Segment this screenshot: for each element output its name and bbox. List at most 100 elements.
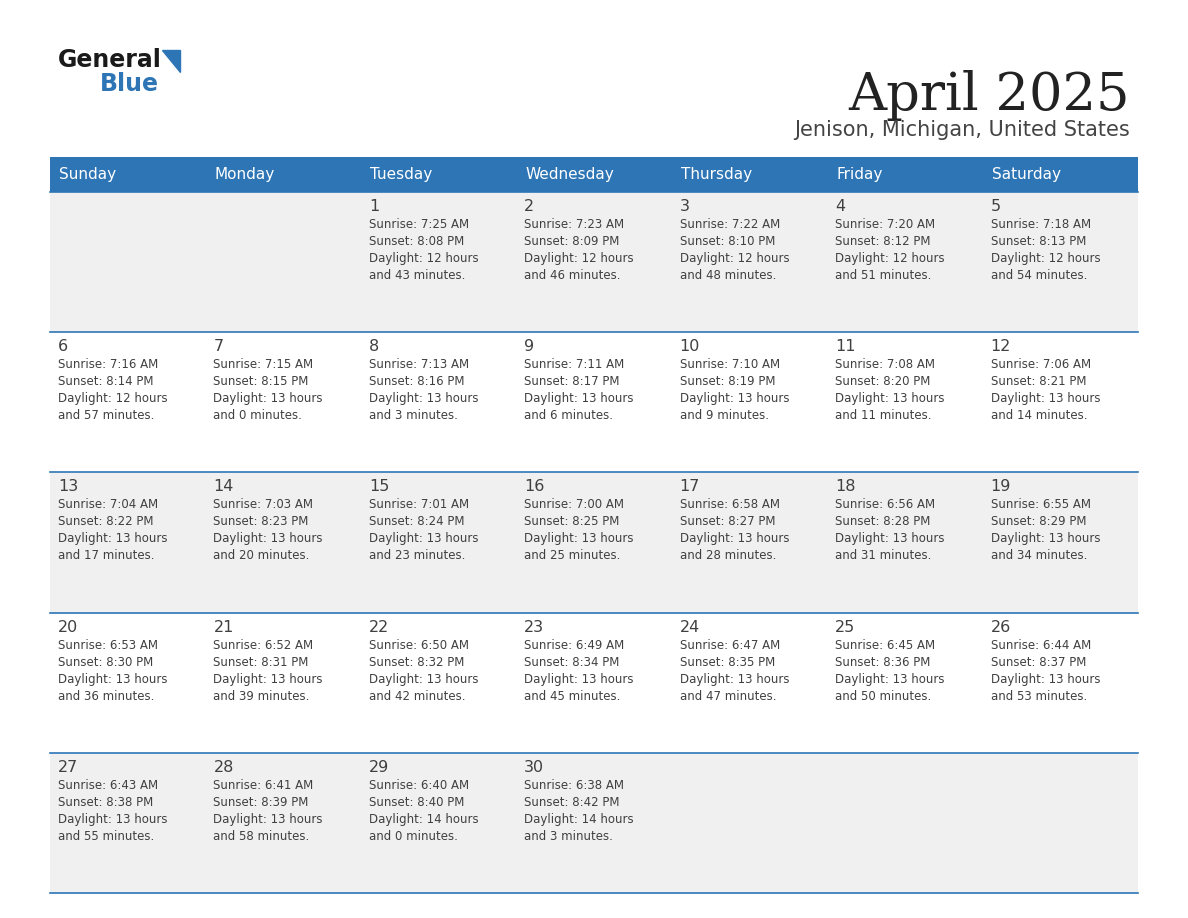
Text: Sunrise: 6:55 AM: Sunrise: 6:55 AM [991,498,1091,511]
Text: 21: 21 [214,620,234,634]
Text: Sunset: 8:31 PM: Sunset: 8:31 PM [214,655,309,668]
Text: Sunrise: 6:56 AM: Sunrise: 6:56 AM [835,498,935,511]
Bar [50,753,1138,893]
Text: and 39 minutes.: and 39 minutes. [214,689,310,702]
Text: and 25 minutes.: and 25 minutes. [524,549,620,563]
Text: Sunrise: 6:38 AM: Sunrise: 6:38 AM [524,778,624,792]
Text: Sunrise: 7:08 AM: Sunrise: 7:08 AM [835,358,935,371]
Text: and 36 minutes.: and 36 minutes. [58,689,154,702]
Text: and 0 minutes.: and 0 minutes. [214,409,302,422]
Text: 25: 25 [835,620,855,634]
Text: 14: 14 [214,479,234,495]
Text: Sunday: Sunday [59,167,116,182]
Text: 4: 4 [835,199,846,214]
Text: Wednesday: Wednesday [525,167,614,182]
Text: 24: 24 [680,620,700,634]
Text: and 17 minutes.: and 17 minutes. [58,549,154,563]
Text: Daylight: 13 hours: Daylight: 13 hours [58,532,168,545]
Text: Daylight: 13 hours: Daylight: 13 hours [680,532,789,545]
Polygon shape [162,50,181,72]
Text: Sunrise: 7:20 AM: Sunrise: 7:20 AM [835,218,935,231]
Text: Sunset: 8:17 PM: Sunset: 8:17 PM [524,375,620,388]
Text: Sunset: 8:10 PM: Sunset: 8:10 PM [680,235,775,248]
Text: 27: 27 [58,760,78,775]
Text: Daylight: 13 hours: Daylight: 13 hours [214,673,323,686]
Text: Daylight: 12 hours: Daylight: 12 hours [524,252,634,265]
Text: Sunrise: 7:11 AM: Sunrise: 7:11 AM [524,358,625,371]
Text: Thursday: Thursday [681,167,752,182]
Text: Daylight: 13 hours: Daylight: 13 hours [214,392,323,405]
Text: and 6 minutes.: and 6 minutes. [524,409,613,422]
Text: Daylight: 13 hours: Daylight: 13 hours [524,532,633,545]
Text: Sunrise: 6:40 AM: Sunrise: 6:40 AM [368,778,469,792]
Text: Sunset: 8:08 PM: Sunset: 8:08 PM [368,235,465,248]
Text: and 3 minutes.: and 3 minutes. [368,409,457,422]
Text: 29: 29 [368,760,390,775]
Text: Sunrise: 6:43 AM: Sunrise: 6:43 AM [58,778,158,792]
Text: Monday: Monday [214,167,274,182]
Text: 20: 20 [58,620,78,634]
Text: Sunrise: 7:23 AM: Sunrise: 7:23 AM [524,218,625,231]
Text: Daylight: 12 hours: Daylight: 12 hours [680,252,789,265]
Text: Sunset: 8:27 PM: Sunset: 8:27 PM [680,515,776,529]
Text: Tuesday: Tuesday [369,167,432,182]
Text: Sunset: 8:29 PM: Sunset: 8:29 PM [991,515,1086,529]
Text: and 50 minutes.: and 50 minutes. [835,689,931,702]
Text: 11: 11 [835,339,855,354]
Text: 22: 22 [368,620,390,634]
Text: Sunrise: 7:01 AM: Sunrise: 7:01 AM [368,498,469,511]
Text: 18: 18 [835,479,855,495]
Text: and 47 minutes.: and 47 minutes. [680,689,776,702]
Text: 10: 10 [680,339,700,354]
Text: Sunrise: 7:03 AM: Sunrise: 7:03 AM [214,498,314,511]
Text: and 3 minutes.: and 3 minutes. [524,830,613,843]
Text: Daylight: 13 hours: Daylight: 13 hours [835,532,944,545]
Text: Daylight: 13 hours: Daylight: 13 hours [680,673,789,686]
Text: Sunrise: 7:22 AM: Sunrise: 7:22 AM [680,218,781,231]
Text: and 51 minutes.: and 51 minutes. [835,269,931,282]
Text: and 57 minutes.: and 57 minutes. [58,409,154,422]
Text: 15: 15 [368,479,390,495]
Text: 2: 2 [524,199,535,214]
Text: and 45 minutes.: and 45 minutes. [524,689,620,702]
Text: and 23 minutes.: and 23 minutes. [368,549,466,563]
Text: Sunrise: 7:13 AM: Sunrise: 7:13 AM [368,358,469,371]
Text: Daylight: 14 hours: Daylight: 14 hours [524,812,634,826]
Text: Sunset: 8:23 PM: Sunset: 8:23 PM [214,515,309,529]
Text: General: General [58,48,162,72]
Text: Daylight: 13 hours: Daylight: 13 hours [214,812,323,826]
Text: Blue: Blue [100,72,159,96]
Text: Sunset: 8:15 PM: Sunset: 8:15 PM [214,375,309,388]
Text: Sunrise: 6:50 AM: Sunrise: 6:50 AM [368,639,469,652]
Text: Daylight: 13 hours: Daylight: 13 hours [680,392,789,405]
Text: Daylight: 13 hours: Daylight: 13 hours [58,812,168,826]
Text: Sunset: 8:12 PM: Sunset: 8:12 PM [835,235,930,248]
Text: April 2025: April 2025 [848,70,1130,121]
Text: Daylight: 13 hours: Daylight: 13 hours [991,673,1100,686]
Text: Sunrise: 7:15 AM: Sunrise: 7:15 AM [214,358,314,371]
Text: Daylight: 13 hours: Daylight: 13 hours [368,392,479,405]
Text: Sunrise: 6:52 AM: Sunrise: 6:52 AM [214,639,314,652]
Text: and 31 minutes.: and 31 minutes. [835,549,931,563]
Text: Sunrise: 7:25 AM: Sunrise: 7:25 AM [368,218,469,231]
Text: 9: 9 [524,339,535,354]
Text: and 28 minutes.: and 28 minutes. [680,549,776,563]
Text: Sunset: 8:20 PM: Sunset: 8:20 PM [835,375,930,388]
Text: Daylight: 14 hours: Daylight: 14 hours [368,812,479,826]
Text: Sunset: 8:38 PM: Sunset: 8:38 PM [58,796,153,809]
Text: and 20 minutes.: and 20 minutes. [214,549,310,563]
Text: Sunset: 8:09 PM: Sunset: 8:09 PM [524,235,620,248]
Text: Sunset: 8:37 PM: Sunset: 8:37 PM [991,655,1086,668]
Text: Daylight: 13 hours: Daylight: 13 hours [368,673,479,686]
Text: and 53 minutes.: and 53 minutes. [991,689,1087,702]
Text: 16: 16 [524,479,544,495]
Text: Sunset: 8:24 PM: Sunset: 8:24 PM [368,515,465,529]
Text: Sunset: 8:32 PM: Sunset: 8:32 PM [368,655,465,668]
Text: and 34 minutes.: and 34 minutes. [991,549,1087,563]
Text: Sunrise: 7:18 AM: Sunrise: 7:18 AM [991,218,1091,231]
Text: Sunset: 8:39 PM: Sunset: 8:39 PM [214,796,309,809]
Text: Sunset: 8:30 PM: Sunset: 8:30 PM [58,655,153,668]
Bar [50,612,1138,753]
Text: Sunset: 8:40 PM: Sunset: 8:40 PM [368,796,465,809]
Text: Sunset: 8:42 PM: Sunset: 8:42 PM [524,796,620,809]
